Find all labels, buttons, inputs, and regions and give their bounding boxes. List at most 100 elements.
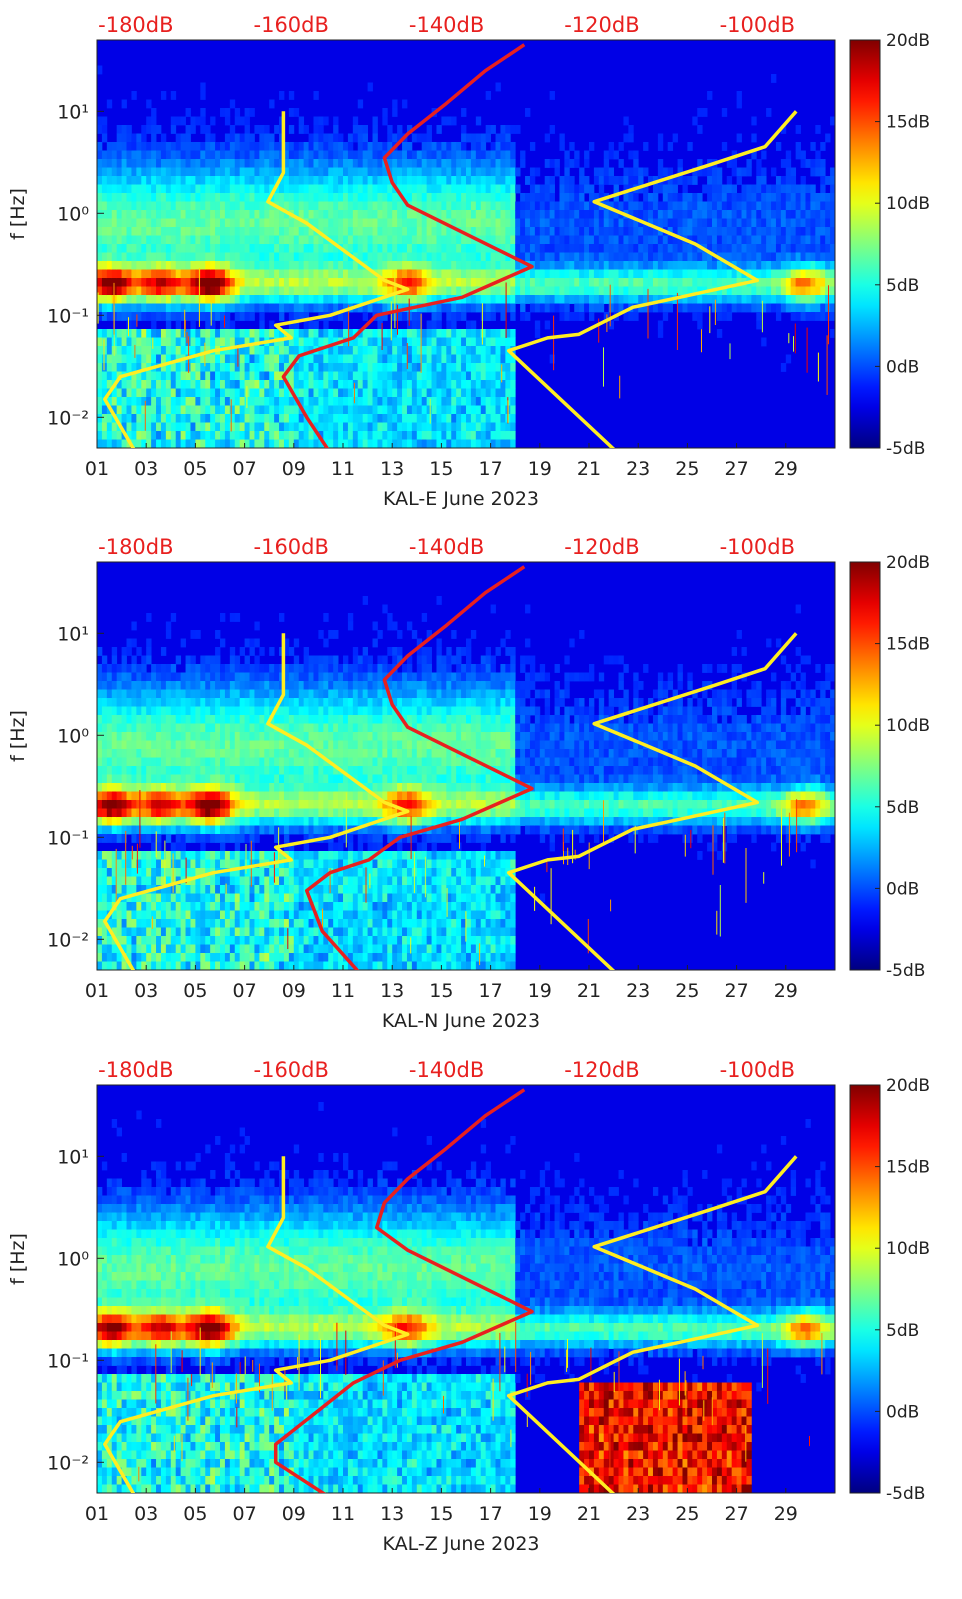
- top-db-label: -120dB: [564, 1058, 639, 1082]
- colorbar-tick-label: -5dB: [886, 439, 925, 459]
- spectrogram-heatmap: [97, 40, 835, 448]
- colorbar-tick-label: 10dB: [886, 716, 930, 736]
- y-tick-label: 10¹: [57, 623, 89, 645]
- y-tick-label: 10⁻¹: [47, 1350, 89, 1372]
- x-tick-label: 15: [429, 458, 453, 480]
- top-db-label: -160dB: [254, 13, 329, 37]
- x-tick-label: 27: [725, 980, 749, 1002]
- y-axis-label: f [Hz]: [7, 1233, 29, 1285]
- colorbar-tick-label: 15dB: [886, 113, 930, 133]
- plot-area-frame: [96, 1084, 836, 1494]
- x-axis: 01 03 05 07 09 11 13 15 17 19 21 23 25 27 29: [85, 1488, 798, 1525]
- reference-curve: [103, 111, 410, 448]
- x-tick-label: 29: [774, 1503, 798, 1525]
- top-db-label: -180dB: [98, 13, 173, 37]
- top-db-label: -100dB: [720, 13, 795, 37]
- y-tick-label: 10⁻¹: [47, 305, 89, 327]
- top-db-label: -160dB: [254, 1058, 329, 1082]
- top-db-label: -160dB: [254, 535, 329, 559]
- y-tick-label: 10⁻²: [47, 407, 89, 429]
- spectrogram-panel-kal-e: 01 03 05 07 09 11 13 15 17 19 21 23 25 27 29 KAL-E June…: [7, 13, 930, 510]
- top-db-label: -120dB: [564, 535, 639, 559]
- x-tick-label: 25: [675, 458, 699, 480]
- x-tick-label: 29: [774, 980, 798, 1002]
- x-tick-label: 23: [626, 458, 650, 480]
- x-tick-label: 05: [183, 1503, 207, 1525]
- model-curves: [103, 43, 798, 448]
- spectrogram-panel-kal-n: 01 03 05 07 09 11 13 15 17 19 21 23 25 27 29 KAL-N June…: [7, 535, 930, 1032]
- noise-model-curve: [281, 43, 534, 448]
- top-db-axis: -180dB -160dB -140dB -120dB -100dB: [98, 535, 795, 559]
- top-db-label: -140dB: [409, 13, 484, 37]
- x-tick-label: 19: [528, 458, 552, 480]
- x-tick-label: 01: [85, 980, 109, 1002]
- colorbar-tick-label: 20dB: [886, 553, 930, 573]
- y-tick-label: 10⁻²: [47, 1452, 89, 1474]
- y-axis: 10⁻² 10⁻¹ 10⁰ 10¹: [47, 623, 104, 951]
- y-tick-label: 10¹: [57, 101, 89, 123]
- x-tick-label: 23: [626, 980, 650, 1002]
- colorbar-tick-label: 15dB: [886, 1158, 930, 1178]
- x-tick-label: 11: [331, 980, 355, 1002]
- colorbar-tick-label: 5dB: [886, 798, 919, 818]
- x-tick-label: 23: [626, 1503, 650, 1525]
- x-tick-label: 27: [725, 1503, 749, 1525]
- x-tick-label: 15: [429, 1503, 453, 1525]
- x-axis-label: KAL-N June 2023: [382, 1010, 540, 1032]
- x-tick-label: 17: [479, 458, 503, 480]
- x-tick-label: 05: [183, 458, 207, 480]
- plot-area-frame: [96, 561, 836, 971]
- top-db-label: -180dB: [98, 535, 173, 559]
- x-tick-label: 07: [233, 1503, 257, 1525]
- x-tick-label: 29: [774, 458, 798, 480]
- colorbar: 20dB 15dB 10dB 5dB 0dB -5dB: [849, 31, 930, 459]
- top-db-label: -140dB: [409, 535, 484, 559]
- x-tick-label: 03: [134, 458, 158, 480]
- reference-curve: [103, 1156, 410, 1493]
- x-tick-label: 13: [380, 458, 404, 480]
- colorbar-tick-label: 0dB: [886, 357, 919, 377]
- noise-model-curve: [273, 1088, 534, 1493]
- spectrogram-heatmap: [97, 562, 835, 970]
- colorbar: 20dB 15dB 10dB 5dB 0dB -5dB: [849, 1076, 930, 1504]
- x-tick-label: 05: [183, 980, 207, 1002]
- x-tick-label: 11: [331, 1503, 355, 1525]
- colorbar-tick-label: 5dB: [886, 1321, 919, 1341]
- colorbar-gradient: [849, 1084, 881, 1494]
- colorbar-tick-label: 20dB: [886, 31, 930, 51]
- y-tick-label: 10⁰: [57, 1248, 89, 1270]
- x-tick-label: 07: [233, 980, 257, 1002]
- colorbar-gradient: [849, 39, 881, 449]
- y-tick-label: 10⁰: [57, 725, 89, 747]
- spectrogram-heatmap: [97, 1085, 835, 1493]
- x-tick-label: 13: [380, 980, 404, 1002]
- x-tick-label: 27: [725, 458, 749, 480]
- top-db-label: -120dB: [564, 13, 639, 37]
- x-tick-label: 21: [577, 458, 601, 480]
- top-db-label: -140dB: [409, 1058, 484, 1082]
- top-db-axis: -180dB -160dB -140dB -120dB -100dB: [98, 13, 795, 37]
- y-tick-label: 10⁰: [57, 203, 89, 225]
- x-tick-label: 21: [577, 980, 601, 1002]
- y-tick-label: 10¹: [57, 1146, 89, 1168]
- x-tick-label: 09: [282, 1503, 306, 1525]
- x-tick-label: 13: [380, 1503, 404, 1525]
- reference-curve: [506, 1155, 798, 1493]
- x-tick-label: 07: [233, 458, 257, 480]
- x-tick-label: 25: [675, 980, 699, 1002]
- x-tick-label: 09: [282, 458, 306, 480]
- x-tick-label: 01: [85, 458, 109, 480]
- x-axis-label: KAL-Z June 2023: [382, 1533, 539, 1555]
- colorbar-tick-label: 10dB: [886, 194, 930, 214]
- colorbar-tick-label: 5dB: [886, 276, 919, 296]
- x-tick-label: 17: [479, 1503, 503, 1525]
- y-tick-label: 10⁻¹: [47, 827, 89, 849]
- colorbar-tick-label: 10dB: [886, 1239, 930, 1259]
- colorbar-tick-label: 15dB: [886, 635, 930, 655]
- colorbar-tick-label: 20dB: [886, 1076, 930, 1096]
- plot-area-frame: [96, 39, 836, 449]
- top-db-label: -100dB: [720, 535, 795, 559]
- x-tick-label: 15: [429, 980, 453, 1002]
- x-tick-label: 25: [675, 1503, 699, 1525]
